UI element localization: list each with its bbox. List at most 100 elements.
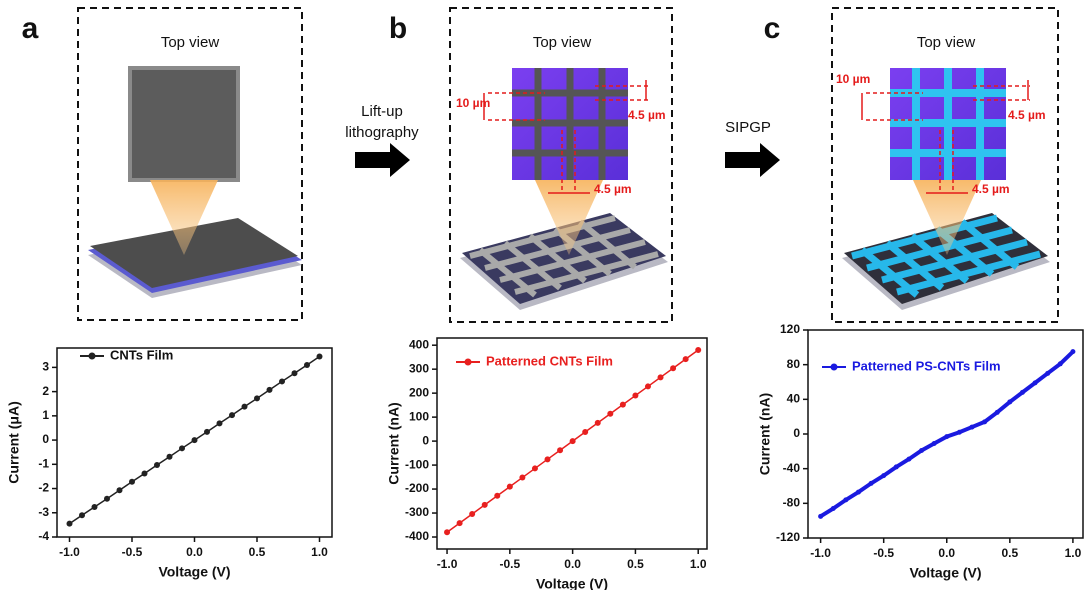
y-tick-label: -1 [38,456,49,470]
data-point [204,428,210,435]
x-tick-label: 0.0 [186,545,203,559]
data-point [682,356,689,363]
x-tick-label: -1.0 [810,546,831,560]
y-tick-label: 0 [42,432,49,446]
illustration-b [460,68,668,310]
dashed-box [77,7,303,321]
y-tick-label: -300 [405,505,429,519]
arrow-label: lithography [345,124,419,141]
data-point [969,424,975,430]
view-label: Top view [161,34,220,51]
x-tick-label: 0.0 [938,546,955,560]
x-axis-title: Voltage (V) [536,576,608,590]
y-tick-label: -2 [38,481,49,495]
data-point [582,428,589,435]
x-tick-label: 0.5 [627,557,644,571]
panel-label: c [764,12,781,45]
legend-label: Patterned CNTs Film [486,353,613,368]
dashed-box [449,7,673,323]
data-point [154,462,160,469]
x-tick-label: -1.0 [437,557,458,571]
view-label: Top view [917,34,976,51]
y-tick-label: -3 [38,505,49,519]
data-point [66,520,73,527]
arrow [725,143,780,177]
data-point [607,410,614,417]
data-point [291,370,298,377]
data-point [456,520,463,527]
data-point [657,374,664,381]
data-point [444,529,451,536]
x-tick-label: 0.5 [249,545,266,559]
arrow [355,143,410,177]
y-tick-label: -120 [776,530,800,544]
x-tick-label: 1.0 [311,545,328,559]
dashed-box [831,7,1059,323]
data-point [1070,349,1076,355]
data-point [229,412,235,419]
data-point [644,383,651,390]
panel-label: a [22,12,39,45]
data-point [191,437,198,444]
data-point [569,438,576,445]
x-tick-label: -0.5 [122,545,143,559]
data-point [632,392,639,399]
data-point [241,403,248,410]
data-point [830,506,836,512]
data-point [1019,389,1025,395]
data-point [1007,399,1013,405]
data-point [544,456,551,463]
data-point [494,492,501,499]
y-tick-label: 100 [409,409,429,423]
data-point [557,447,564,454]
data-point [919,447,925,453]
y-tick-label: 400 [409,337,429,351]
legend-marker [464,358,472,366]
dimension-label: 4.5 µm [972,182,1010,196]
y-tick-label: -400 [405,529,429,543]
data-point [141,470,148,477]
y-tick-label: 2 [42,384,49,398]
data-point [254,395,260,402]
data-point [594,419,601,426]
data-point [695,346,702,353]
panel-label: b [389,12,407,45]
legend-marker [830,363,838,371]
data-point [931,441,937,447]
data-point [944,434,950,440]
data-point [481,501,488,508]
illustration-a [88,66,302,298]
x-tick-label: 0.5 [1001,546,1018,560]
data-point [116,487,123,494]
view-label: Top view [533,34,592,51]
data-point [316,353,323,360]
data-point [104,495,110,502]
y-axis-title: Current (nA) [386,402,402,484]
y-tick-label: 80 [787,357,801,371]
y-tick-label: 3 [42,360,49,374]
y-tick-label: -200 [405,481,429,495]
x-tick-label: -1.0 [59,545,80,559]
y-tick-label: 200 [409,385,429,399]
data-point [129,478,135,485]
data-point [519,474,526,481]
dimension-label: 4.5 µm [1008,108,1046,122]
data-point [881,473,887,479]
data-point [79,512,85,519]
dimension-label: 4.5 µm [594,182,632,196]
arrow-label: SIPGP [725,119,771,136]
y-tick-label: -40 [783,461,801,475]
y-tick-label: -4 [38,529,49,543]
y-tick-label: 40 [787,392,801,406]
data-point [670,365,677,372]
x-tick-label: 0.0 [564,557,581,571]
dimension-label: 10 µm [456,96,490,110]
data-point [619,401,626,408]
data-point [1045,370,1051,376]
x-tick-label: 1.0 [1065,546,1082,560]
dimension-label: 4.5 µm [628,108,666,122]
arrow-label: Lift-up [361,103,403,120]
x-axis-title: Voltage (V) [909,565,981,581]
illustration-c [842,68,1050,310]
